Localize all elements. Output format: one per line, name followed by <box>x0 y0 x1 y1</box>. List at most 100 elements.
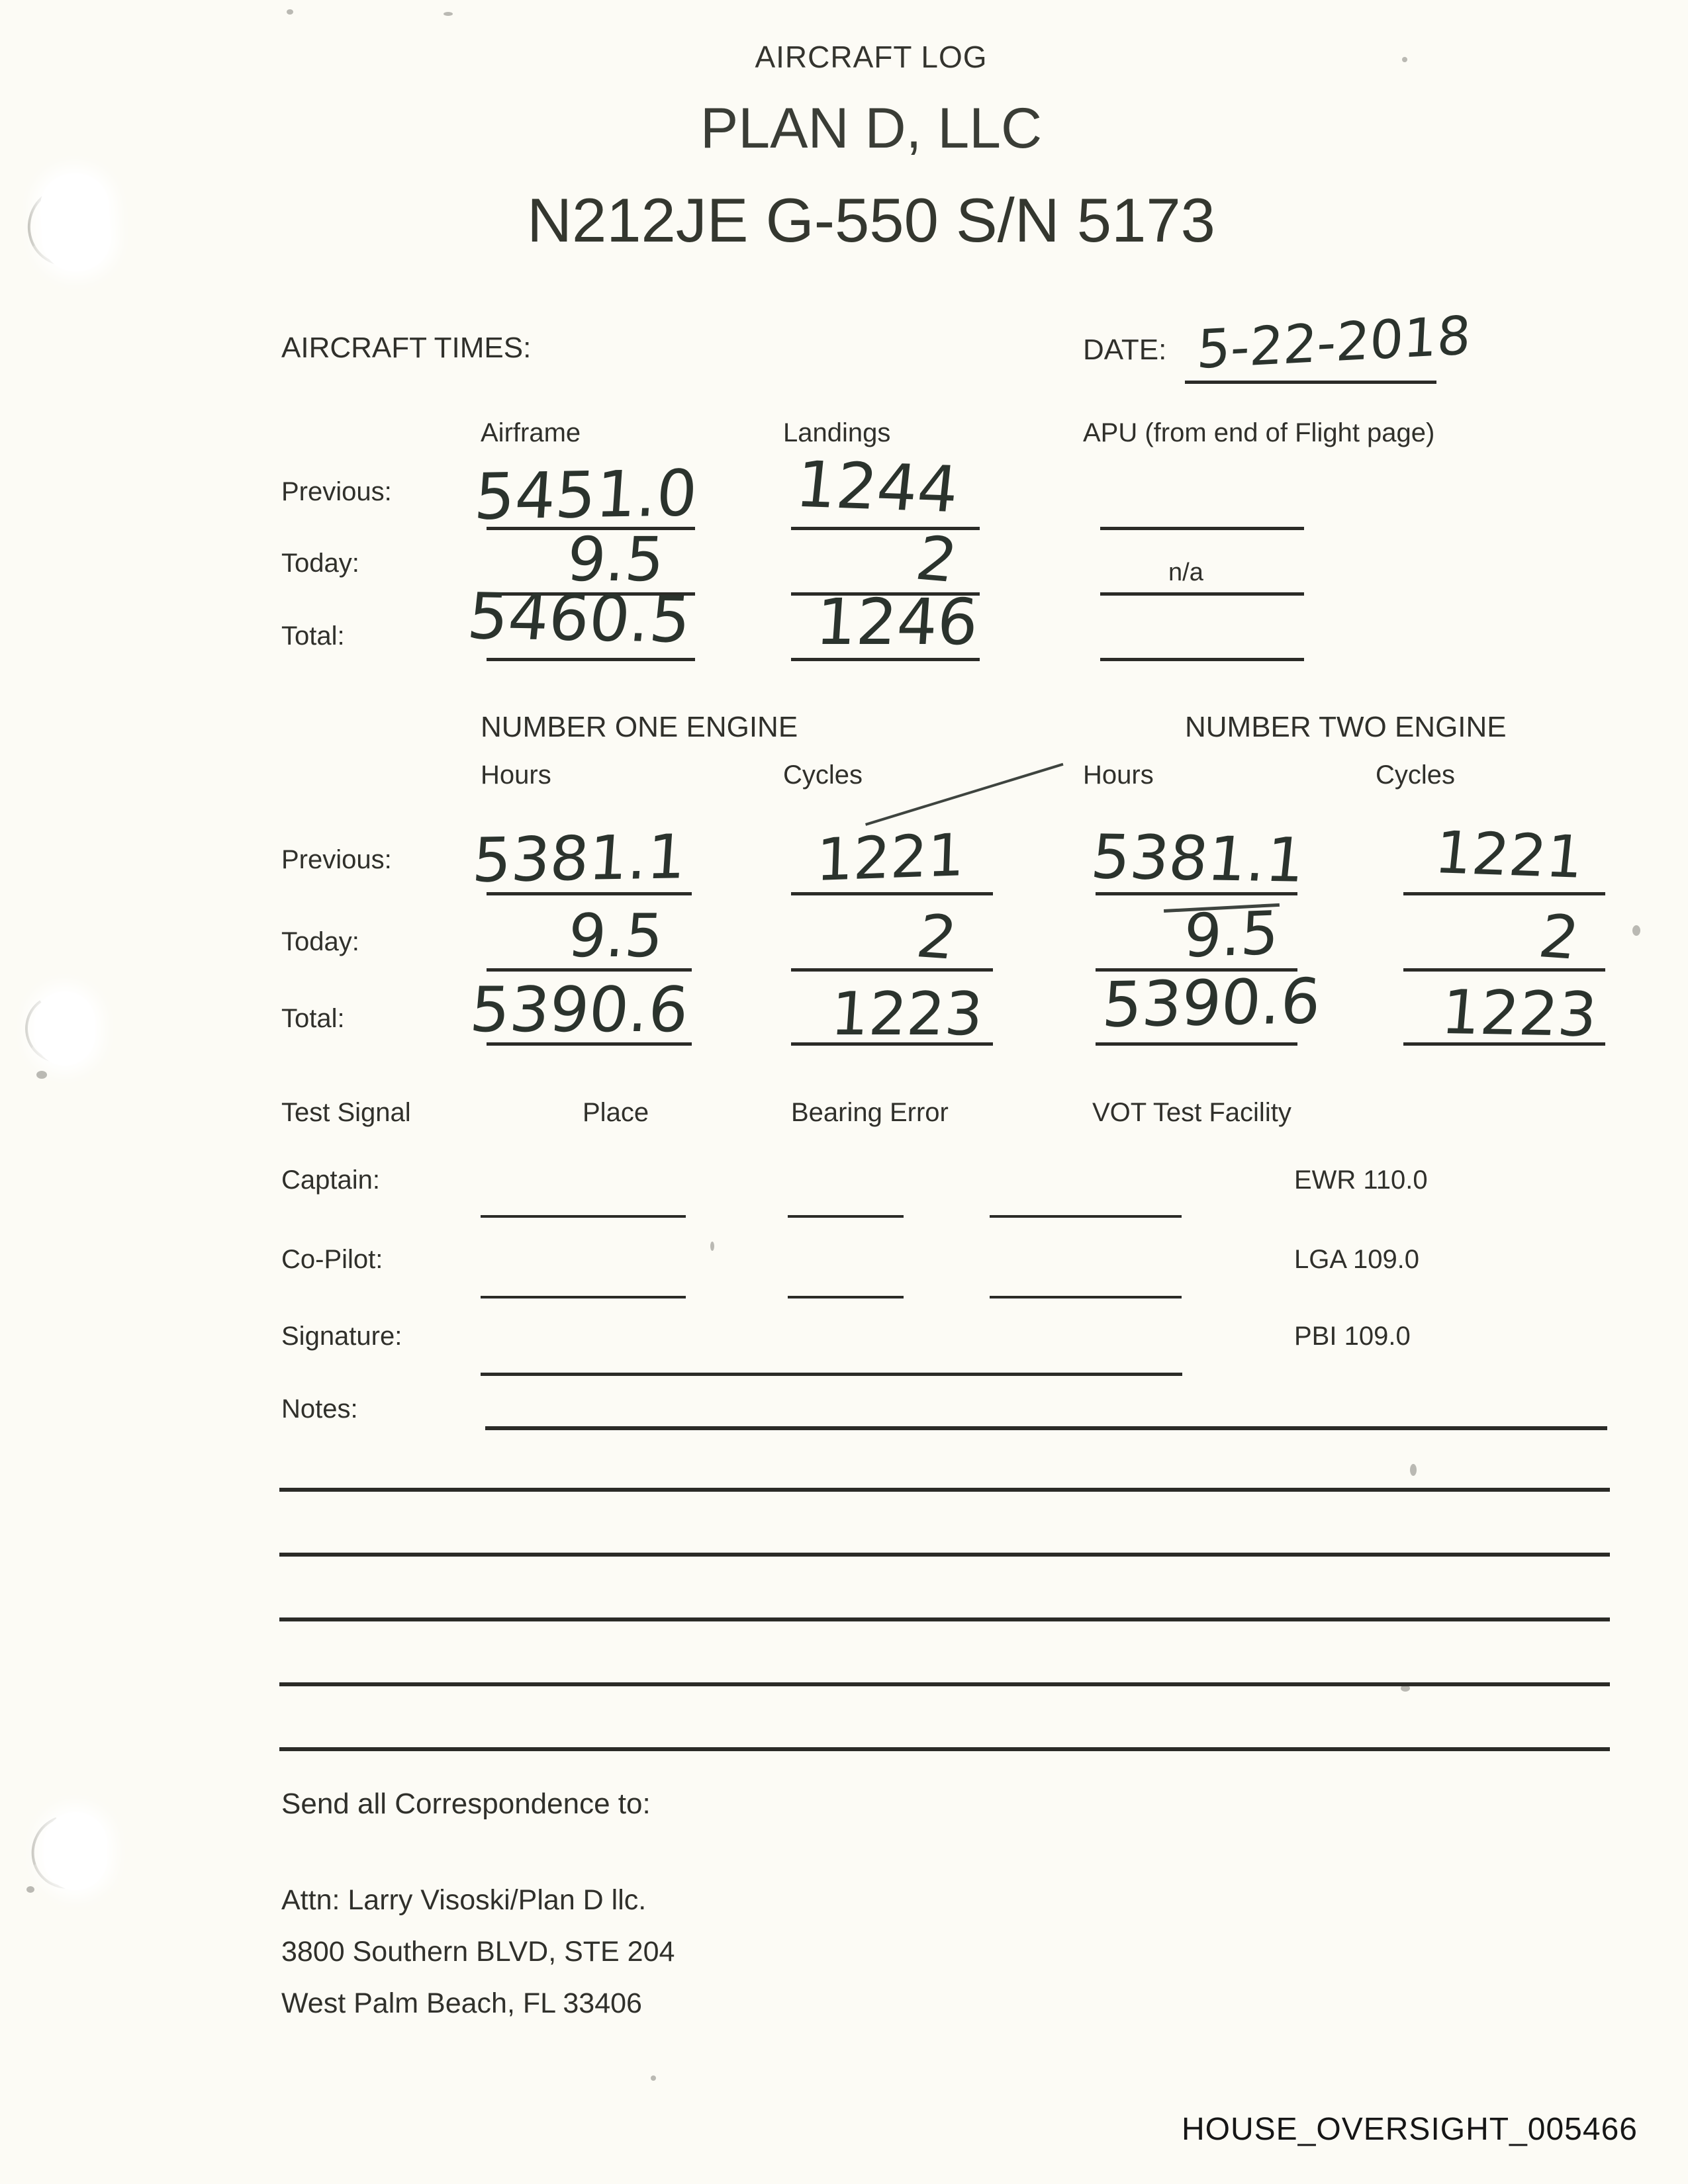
notes-line-3 <box>279 1553 1610 1557</box>
copilot-bearing-line <box>788 1296 904 1298</box>
captain-facility-line <box>990 1215 1182 1218</box>
landings-today-value: 2 <box>910 523 963 596</box>
airframe-column-header: Airframe <box>481 418 581 447</box>
apu-today-line <box>1100 592 1304 596</box>
times-previous-label: Previous: <box>281 477 392 506</box>
engine2-hours-total-value: 5390.6 <box>1100 966 1323 1042</box>
engines-today-label: Today: <box>281 927 359 956</box>
engine-one-cycles-header: Cycles <box>783 760 863 790</box>
engine2-hours-today-line <box>1096 968 1297 972</box>
copilot-label: Co-Pilot: <box>281 1245 383 1274</box>
engine1-cycles-previous-line <box>791 892 993 895</box>
engine1-cycles-previous-value: 1221 <box>815 820 966 895</box>
stray-pen-stroke <box>865 762 1064 826</box>
apu-column-header: APU (from end of Flight page) <box>1083 418 1435 447</box>
engine-two-hours-header: Hours <box>1083 760 1154 790</box>
date-handwritten-value: 5-22-2018 <box>1195 304 1473 381</box>
engine2-hours-total-line <box>1096 1042 1297 1046</box>
aircraft-id-title: N212JE G-550 S/N 5173 <box>527 185 1215 255</box>
engine2-cycles-total-value: 1223 <box>1438 977 1600 1050</box>
place-header: Place <box>583 1098 649 1127</box>
landings-previous-line <box>791 527 980 530</box>
engine1-hours-today-value: 9.5 <box>565 901 667 971</box>
engine2-hours-previous-value: 5381.1 <box>1088 821 1309 896</box>
landings-total-value: 1246 <box>813 585 981 659</box>
engine2-cycles-today-value: 2 <box>1534 901 1584 974</box>
engine1-cycles-total-value: 1223 <box>828 979 986 1049</box>
engine1-hours-previous-value: 5381.1 <box>470 821 688 896</box>
signature-label: Signature: <box>281 1322 402 1351</box>
notes-line-4 <box>279 1617 1610 1621</box>
aircraft-times-section-label: AIRCRAFT TIMES: <box>281 332 532 364</box>
hole-punch-middle <box>34 991 95 1066</box>
engine2-hours-today-value: 9.5 <box>1182 898 1281 972</box>
correspondence-street-line: 3800 Southern BLVD, STE 204 <box>281 1936 675 1968</box>
landings-today-line <box>791 592 980 596</box>
notes-line-2 <box>279 1488 1610 1492</box>
airframe-total-line <box>487 658 695 661</box>
footer-bates-id: HOUSE_OVERSIGHT_005466 <box>1182 2112 1638 2147</box>
notes-label: Notes: <box>281 1394 358 1424</box>
scan-speck <box>1632 925 1640 936</box>
engine-one-header: NUMBER ONE ENGINE <box>481 711 798 743</box>
airframe-total-value: 5460.5 <box>464 579 694 657</box>
scan-speck <box>710 1242 714 1251</box>
engine1-hours-total-value: 5390.6 <box>467 974 692 1046</box>
scan-speck <box>651 2075 656 2081</box>
scan-speck <box>1401 1685 1410 1692</box>
times-total-label: Total: <box>281 621 345 651</box>
scan-speck <box>444 12 453 16</box>
copilot-place-line <box>481 1296 686 1298</box>
test-signal-header: Test Signal <box>281 1098 411 1127</box>
landings-column-header: Landings <box>783 418 891 447</box>
date-label: DATE: <box>1083 334 1167 366</box>
landings-total-line <box>791 658 980 661</box>
apu-total-line <box>1100 658 1304 661</box>
scan-speck <box>26 1886 34 1893</box>
notes-line-1 <box>485 1426 1607 1430</box>
log-type-title: AIRCRAFT LOG <box>755 40 988 74</box>
engine2-cycles-total-line <box>1403 1042 1605 1046</box>
correspondence-city-line: West Palm Beach, FL 33406 <box>281 1987 642 2019</box>
engine1-cycles-total-line <box>791 1042 993 1046</box>
engine1-hours-today-line <box>487 968 692 972</box>
notes-line-5 <box>279 1682 1610 1686</box>
date-line <box>1185 381 1436 384</box>
apu-previous-line <box>1100 527 1304 530</box>
airframe-previous-value: 5451.0 <box>472 455 700 535</box>
apu-today-na-value: n/a <box>1168 559 1203 586</box>
facility-pbi: PBI 109.0 <box>1294 1322 1411 1351</box>
engines-total-label: Total: <box>281 1004 345 1033</box>
vot-facility-header: VOT Test Facility <box>1092 1098 1291 1127</box>
signature-line <box>481 1373 1182 1376</box>
hole-punch-bottom <box>44 1812 107 1890</box>
engine2-cycles-previous-line <box>1403 892 1605 895</box>
engine1-cycles-today-line <box>791 968 993 972</box>
scan-speck <box>287 9 293 15</box>
captain-place-line <box>481 1215 686 1218</box>
engine2-cycles-today-line <box>1403 968 1605 972</box>
engine-one-hours-header: Hours <box>481 760 551 790</box>
airframe-today-line <box>487 592 695 596</box>
captain-bearing-line <box>788 1215 904 1218</box>
facility-lga: LGA 109.0 <box>1294 1245 1420 1274</box>
engine-two-cycles-header: Cycles <box>1376 760 1456 790</box>
scan-speck <box>36 1071 47 1079</box>
captain-label: Captain: <box>281 1165 380 1195</box>
engine2-cycles-previous-value: 1221 <box>1431 818 1587 891</box>
correspondence-heading: Send all Correspondence to: <box>281 1788 651 1820</box>
scan-speck <box>1410 1464 1417 1476</box>
engine1-hours-total-line <box>487 1042 692 1046</box>
bearing-error-header: Bearing Error <box>791 1098 949 1127</box>
engine1-cycles-today-value: 2 <box>912 901 962 974</box>
correspondence-attn-line: Attn: Larry Visoski/Plan D llc. <box>281 1884 647 1916</box>
facility-ewr: EWR 110.0 <box>1294 1165 1428 1195</box>
engine-two-header: NUMBER TWO ENGINE <box>1185 711 1507 743</box>
engines-previous-label: Previous: <box>281 845 392 874</box>
notes-line-6 <box>279 1747 1610 1751</box>
scan-speck <box>1402 57 1407 62</box>
engine1-hours-previous-line <box>487 892 692 895</box>
copilot-facility-line <box>990 1296 1182 1298</box>
engine2-hours-previous-line <box>1096 892 1297 895</box>
